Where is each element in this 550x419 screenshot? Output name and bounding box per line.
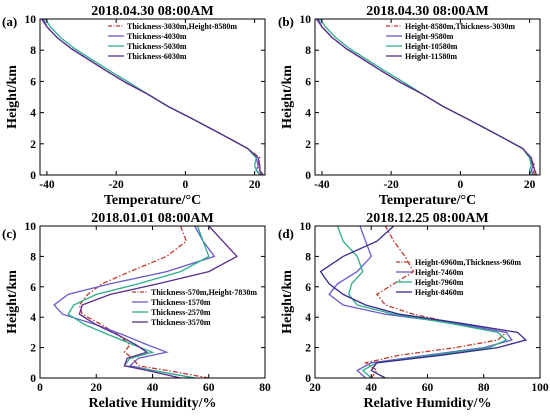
chart-title: 2018.04.30 08:00AM	[366, 4, 489, 19]
y-tick-label: 6	[305, 76, 311, 88]
panel-c: (c) 2018.01.01 08:00AM 0 20 40 60 80 0 2 4 6 8 10 Rel…	[2, 211, 271, 411]
legend: Thickness-570m,Height-7830mThickness-157…	[132, 288, 257, 327]
y-tick-label: 0	[305, 170, 311, 182]
x-tick-label: 100	[531, 382, 549, 394]
legend-entry: Height-11580m	[405, 52, 457, 61]
axes-frame	[314, 18, 541, 176]
x-axis-label: Relative Humidity/%	[89, 396, 217, 411]
y-tick-label: 10	[25, 221, 37, 233]
y-tick-label: 4	[30, 312, 36, 324]
x-tick-label: 60	[203, 382, 215, 394]
series-line-2	[328, 225, 513, 379]
legend: Thickness-3030m,Height-8580mThickness-40…	[108, 22, 237, 61]
legend-entry: Thickness-570m,Height-7830m	[151, 288, 257, 297]
x-tick-label: 80	[478, 382, 490, 394]
y-tick-label: 2	[305, 343, 311, 355]
series-line-4	[78, 225, 238, 379]
x-tick-label: 40	[147, 382, 159, 394]
y-axis-label: Height/km	[5, 65, 20, 129]
panel-label: (b)	[278, 14, 294, 29]
legend-entry: Height-10580m	[405, 42, 458, 51]
x-tick-label: 20	[91, 382, 103, 394]
legend-entry: Thickness-4030m	[127, 32, 187, 41]
y-tick-label: 10	[300, 14, 312, 26]
series-line-4	[319, 225, 528, 379]
panel-label: (d)	[278, 226, 294, 241]
y-tick-label: 6	[30, 76, 36, 88]
legend-entry: Height-7960m	[415, 278, 464, 287]
y-tick-label: 0	[30, 373, 36, 385]
x-tick-label: 0	[183, 179, 189, 191]
x-tick-label: -20	[383, 179, 399, 191]
y-tick-label: 10	[25, 14, 37, 26]
y-tick-label: 8	[30, 45, 36, 57]
series-line-3	[67, 225, 210, 379]
legend-entry: Height-7460m	[415, 268, 464, 277]
series-line-3	[336, 225, 508, 379]
y-tick-label: 2	[30, 139, 36, 151]
legend-entry: Thickness-3570m	[151, 318, 211, 327]
x-tick-label: -20	[108, 179, 124, 191]
x-axis-label: Temperature/°C	[379, 193, 476, 208]
legend-entry: Thickness-1570m	[151, 298, 211, 307]
x-tick-label: 60	[422, 382, 434, 394]
y-tick-label: 6	[30, 282, 36, 294]
y-tick-label: 8	[305, 45, 311, 57]
y-tick-label: 4	[30, 108, 36, 120]
y-tick-label: 0	[305, 373, 311, 385]
panel-d: (d) 2018.12.25 08:00AM 20 40 60 80 100 0 2 4 6 8 10 R…	[278, 211, 549, 411]
x-tick-label: 80	[259, 382, 271, 394]
legend: Height-6960m,Thickness-960mHeight-7460mH…	[396, 258, 521, 297]
y-tick-label: 10	[300, 221, 312, 233]
y-tick-label: 2	[305, 139, 311, 151]
x-tick-label: 20	[524, 179, 536, 191]
x-tick-label: 0	[458, 179, 464, 191]
x-axis-label: Relative Humidity/%	[364, 396, 492, 411]
panel-label: (a)	[2, 14, 17, 29]
legend: Height-8580m,Thickness-3030mHeight-9580m…	[386, 22, 515, 61]
legend-entry: Thickness-3030m,Height-8580m	[127, 22, 237, 31]
chart-title: 2018.12.25 08:00AM	[366, 211, 489, 226]
y-axis-label: Height/km	[5, 270, 20, 334]
legend-entry: Thickness-5030m	[127, 42, 187, 51]
chart-title: 2018.01.01 08:00AM	[91, 211, 214, 226]
y-tick-label: 2	[30, 343, 36, 355]
y-axis-label: Height/km	[280, 270, 295, 334]
x-axis-label: Temperature/°C	[104, 193, 201, 208]
legend-entry: Height-8580m,Thickness-3030m	[405, 22, 515, 31]
y-tick-label: 4	[305, 312, 311, 324]
x-tick-label: -40	[39, 179, 55, 191]
x-tick-label: 40	[366, 382, 378, 394]
axes-frame	[39, 18, 266, 176]
y-tick-label: 6	[305, 282, 311, 294]
panel-a: (a) 2018.04.30 08:00AM -40 -20 0 20 0 2 4 6 8 10 Tem…	[2, 4, 266, 208]
y-tick-label: 4	[305, 108, 311, 120]
x-tick-label: -40	[314, 179, 330, 191]
y-tick-label: 8	[305, 251, 311, 263]
legend-entry: Height-9580m	[405, 32, 454, 41]
x-tick-label: 0	[37, 382, 43, 394]
y-tick-label: 8	[30, 251, 36, 263]
series-line-4	[316, 18, 538, 176]
legend-entry: Height-6960m,Thickness-960m	[415, 258, 521, 267]
y-axis-label: Height/km	[280, 65, 295, 129]
legend-entry: Thickness-2570m	[151, 308, 211, 317]
legend-entry: Height-8460m	[415, 288, 464, 297]
y-tick-label: 0	[30, 170, 36, 182]
chart-title: 2018.04.30 08:00AM	[91, 4, 214, 19]
panel-label: (c)	[2, 226, 16, 241]
panel-b: (b) 2018.04.30 08:00AM -40 -20 0 20 0 2 4 6 8 10 Tem…	[278, 4, 541, 208]
series-line-4	[41, 18, 264, 176]
series-line-2	[53, 225, 216, 379]
legend-entry: Thickness-6030m	[127, 52, 187, 61]
x-tick-label: 20	[309, 382, 321, 394]
x-tick-label: 20	[249, 179, 261, 191]
series-line-1	[78, 225, 209, 379]
